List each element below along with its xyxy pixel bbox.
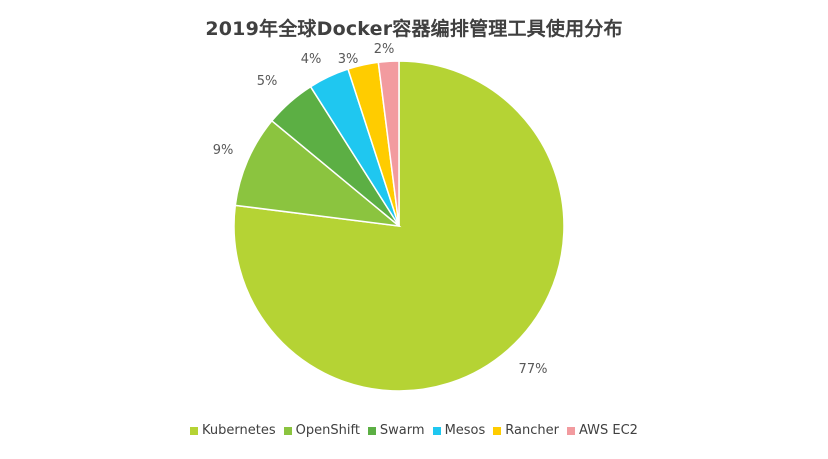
legend-item-swarm: Swarm	[367, 423, 425, 438]
data-label-swarm: 5%	[257, 74, 278, 89]
legend: Kubernetes OpenShift Swarm Mesos Rancher AWS …	[0, 423, 828, 438]
legend-swatch	[493, 426, 502, 435]
data-label-openshift: 9%	[213, 143, 234, 158]
pie-slice-openshift	[234, 119, 402, 228]
legend-swatch	[190, 426, 199, 435]
data-label-rancher: 3%	[338, 52, 359, 67]
legend-label: AWS EC2	[578, 423, 638, 438]
data-label-kubernetes: 77%	[519, 362, 548, 377]
legend-label: Mesos	[444, 423, 486, 438]
legend-item-rancher: Rancher	[493, 423, 559, 438]
legend-label: OpenShift	[295, 423, 360, 438]
legend-item-openshift: OpenShift	[283, 423, 360, 438]
data-label-mesos: 4%	[301, 52, 322, 67]
legend-item-aws-ec2: AWS EC2	[566, 423, 638, 438]
legend-item-mesos: Mesos	[432, 423, 486, 438]
legend-label: Kubernetes	[202, 423, 276, 438]
pie-slice-aws-ec2	[377, 60, 400, 227]
legend-swatch	[283, 426, 292, 435]
legend-label: Rancher	[505, 423, 559, 438]
legend-swatch	[566, 426, 575, 435]
legend-item-kubernetes: Kubernetes	[190, 423, 276, 438]
legend-label: Swarm	[379, 423, 425, 438]
legend-swatch	[432, 426, 441, 435]
pie-slice-kubernetes	[233, 60, 565, 392]
legend-swatch	[367, 426, 376, 435]
data-label-aws-ec2: 2%	[374, 42, 395, 57]
chart-title: 2019年全球Docker容器编排管理工具使用分布	[205, 18, 623, 40]
